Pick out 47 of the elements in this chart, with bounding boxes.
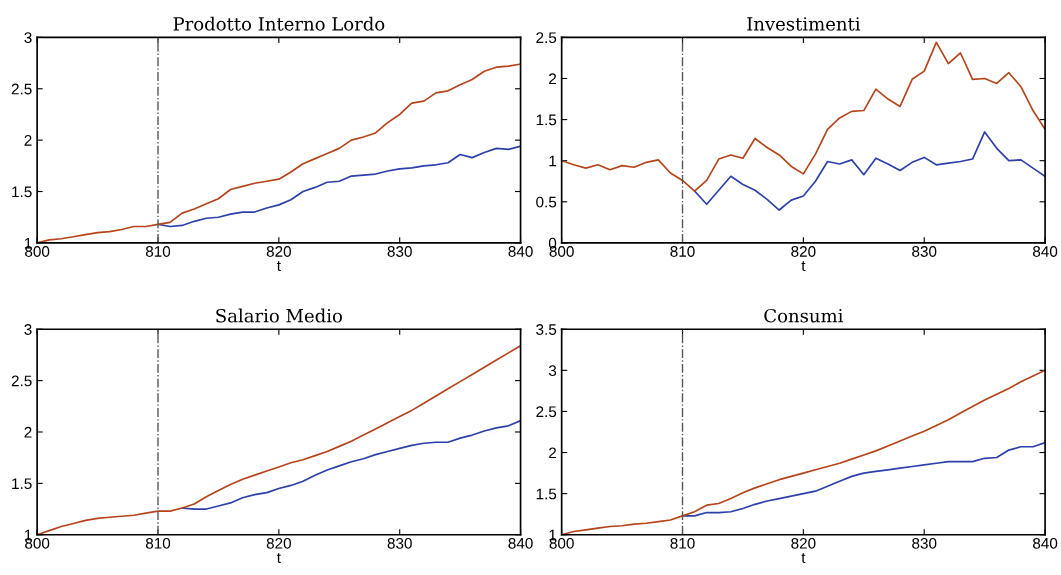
y-tick-label: 3 (24, 32, 32, 44)
x-tick-label: 810 (670, 246, 695, 257)
chart-title: Prodotto Interno Lordo (173, 16, 385, 31)
line-series (561, 41, 1046, 192)
y-tick-label: 0.5 (536, 196, 557, 208)
y-tick-label: 2.5 (11, 375, 32, 387)
y-tick-label: 2.5 (536, 32, 557, 44)
x-tick-label: 810 (145, 537, 171, 549)
y-tick-label: 3 (24, 324, 32, 335)
x-tick-label: 820 (791, 537, 816, 549)
x-tick-label: 820 (791, 246, 816, 257)
x-tick-label: 830 (387, 537, 412, 549)
y-tick-label: 1.5 (12, 478, 32, 490)
chart-title: Salario Medio (216, 308, 342, 323)
line-series (181, 419, 521, 510)
y-tick-label: 3.5 (536, 324, 557, 335)
x-tick-label: 820 (266, 537, 291, 549)
x-tick-label: 830 (912, 537, 937, 549)
line-series (693, 131, 1046, 211)
y-tick-label: 2.5 (11, 83, 32, 95)
y-tick-label: 2 (24, 426, 32, 438)
y-tick-label: 1.5 (536, 114, 557, 126)
x-tick-label: 840 (508, 246, 533, 257)
y-tick-label: 1 (549, 155, 557, 167)
x-tick-label: 830 (387, 246, 412, 257)
y-tick-label: 2.5 (536, 406, 557, 418)
x-tick-label: 840 (508, 537, 533, 549)
y-tick-label: 2 (549, 73, 557, 85)
chart-title: Consumi (764, 308, 844, 323)
y-tick-label: 1.5 (536, 488, 557, 500)
y-tick-label: 1.5 (12, 186, 32, 198)
x-axis-title: t (276, 261, 281, 272)
x-axis-title: t (801, 552, 806, 563)
x-tick-label: 820 (266, 246, 291, 257)
x-tick-label: 810 (145, 246, 171, 257)
y-tick-label: 3 (548, 365, 557, 377)
x-tick-label: 840 (1033, 246, 1058, 257)
y-tick-label: 2 (24, 135, 32, 146)
x-tick-label: 810 (670, 537, 695, 549)
x-tick-label: 830 (912, 246, 937, 257)
x-axis-title: t (801, 261, 806, 272)
x-tick-label: 840 (1033, 537, 1058, 549)
line-series (157, 145, 521, 228)
x-axis-title: t (276, 552, 281, 563)
y-tick-label: 2 (549, 447, 557, 459)
line-series (681, 441, 1046, 517)
chart-title: Investimenti (747, 17, 861, 31)
